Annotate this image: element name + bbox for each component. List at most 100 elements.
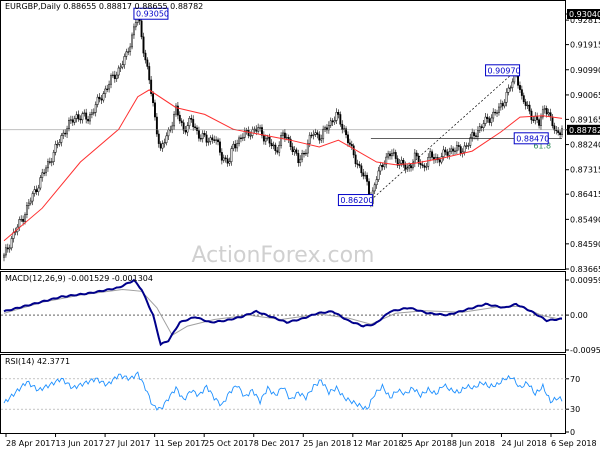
candle: [249, 135, 252, 137]
candle: [203, 133, 206, 136]
candle: [224, 157, 227, 159]
candle: [551, 116, 554, 127]
candle: [37, 187, 40, 192]
candle: [469, 137, 472, 146]
candle: [43, 172, 46, 174]
candle: [480, 126, 483, 128]
candle: [192, 119, 195, 128]
candle: [457, 145, 460, 147]
candle: [6, 247, 9, 250]
candle: [226, 158, 229, 164]
candle: [526, 104, 529, 107]
candle: [431, 151, 434, 158]
max-price-label: 0.93040: [569, 10, 600, 19]
candle: [262, 135, 265, 142]
candle: [48, 161, 51, 163]
candle: [438, 159, 441, 163]
candle: [129, 46, 132, 52]
candle: [274, 144, 277, 151]
candle: [50, 161, 53, 163]
candle: [176, 105, 179, 116]
candle: [167, 129, 170, 137]
price-ytick-label: 0.84590: [570, 240, 600, 249]
last-price-box: [567, 124, 600, 135]
candle: [555, 129, 558, 132]
candle: [27, 202, 30, 206]
candle: [557, 130, 560, 133]
candle: [329, 120, 332, 126]
candle: [301, 152, 304, 160]
candle: [440, 156, 443, 163]
macd-ytick-label: 0.00: [570, 311, 588, 320]
candle: [266, 136, 269, 139]
candle: [180, 120, 183, 123]
candle: [54, 143, 57, 153]
candle: [356, 163, 359, 165]
candle: [259, 127, 262, 129]
candle: [511, 81, 514, 88]
candle: [454, 150, 456, 152]
price-ytick-label: 0.87315: [570, 166, 600, 175]
candle: [387, 153, 390, 158]
candle: [528, 104, 531, 112]
candle: [358, 164, 361, 167]
price-ytick-label: 0.85490: [570, 215, 600, 224]
candle: [115, 74, 118, 80]
level-label: 0.88470: [516, 134, 549, 143]
candle: [106, 88, 109, 91]
candle: [543, 108, 546, 111]
candle: [58, 142, 61, 145]
candle: [134, 22, 137, 28]
candle: [559, 132, 562, 135]
candle: [379, 164, 382, 172]
level-label-box: [337, 194, 373, 207]
candle: [171, 125, 174, 130]
candle: [486, 116, 489, 119]
candle: [123, 56, 126, 66]
candle: [501, 103, 504, 107]
candle: [553, 125, 556, 131]
candle: [492, 111, 495, 119]
candle: [404, 164, 407, 170]
candle: [450, 148, 453, 153]
candle: [154, 102, 156, 118]
candle: [127, 51, 130, 53]
xtick-label: 27 Jul 2017: [105, 439, 150, 448]
candle: [488, 118, 491, 123]
macd-line: [3, 278, 562, 347]
level-label-box: [133, 7, 169, 20]
xtick-label: 25 Jan 2018: [303, 439, 351, 448]
last-price-label: 0.88782: [569, 126, 600, 135]
macd-ytick-label: -0.009538: [570, 346, 600, 355]
candle: [132, 26, 135, 36]
candle: [68, 119, 70, 130]
candle: [318, 134, 321, 141]
candle: [534, 115, 537, 121]
candle: [89, 114, 91, 122]
candle: [381, 164, 384, 168]
candle: [327, 125, 330, 131]
candle: [347, 134, 349, 144]
candle: [335, 112, 338, 121]
candle: [427, 157, 430, 167]
level-label: 0.90970: [488, 66, 521, 75]
candle: [400, 159, 403, 164]
xtick-label: 8 Dec 2017: [254, 439, 300, 448]
candle: [201, 133, 204, 139]
candle: [295, 149, 298, 154]
candle: [161, 143, 164, 149]
candle: [110, 75, 112, 85]
candle: [306, 143, 309, 154]
candle: [117, 67, 120, 76]
rsi-ytick-label: 0: [570, 428, 575, 437]
candle: [47, 161, 49, 169]
candle: [157, 133, 160, 144]
candle: [69, 119, 72, 121]
candle: [209, 137, 212, 142]
candle: [125, 51, 128, 57]
candle: [520, 89, 523, 96]
candle: [155, 116, 158, 135]
candle: [304, 152, 307, 155]
level-label: 0.86200: [340, 196, 373, 205]
candle: [175, 105, 177, 115]
